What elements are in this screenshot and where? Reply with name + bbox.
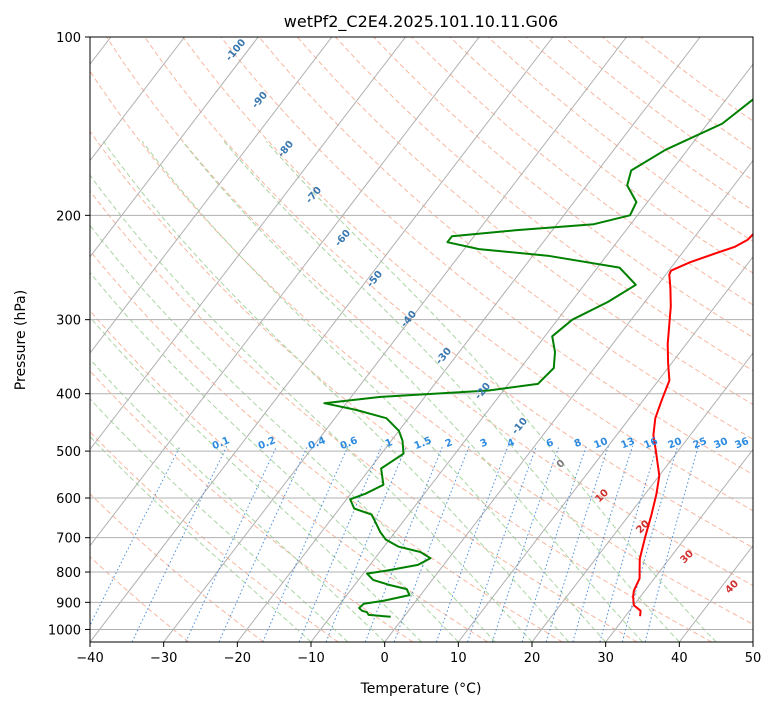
y-tick-label: 300 [56,314,81,329]
x-tick-label: 50 [745,651,762,666]
isotherm [163,37,627,642]
mixing-ratio-label: 1 [384,437,395,450]
dry-adiabat [90,556,190,642]
x-tick-label: −40 [76,651,103,666]
dewpoint-profile [323,98,753,618]
mixing-ratio-line [262,445,349,642]
dry-adiabat [90,70,753,625]
x-tick-label: 20 [524,651,541,666]
mixing-ratio-label: 10 [593,436,610,451]
x-tick-label: 0 [381,651,389,666]
mixing-ratio-label: 8 [573,437,584,450]
x-tick-label: −10 [297,651,324,666]
dry-adiabat [90,493,264,642]
y-tick-label: 900 [56,596,81,611]
plot-frame [89,36,754,643]
x-tick-label: 10 [450,651,467,666]
mixing-ratio-line [644,445,699,642]
mixing-ratio-line [599,445,658,642]
mixing-ratio-line [435,445,509,642]
chart-title: wetPf2_C2E4.2025.101.10.11.G06 [284,12,558,32]
background-lines [90,37,753,642]
dry-adiabat [90,309,488,642]
mixing-ratio-label: 4 [506,437,517,450]
y-tick-label: 400 [56,388,81,403]
mixing-ratio-line [131,445,228,642]
mixing-ratio-label: 16 [643,436,660,451]
y-tick-label: 1000 [48,623,81,638]
mixing-ratio-label: 36 [734,436,751,451]
isotherm [457,255,753,642]
dry-adiabat [411,37,753,306]
isotherm [605,448,753,642]
isotherm [90,37,185,162]
x-tick-label: 40 [671,651,688,666]
isotherm [90,37,406,451]
dry-adiabat [90,190,638,642]
isotherm [90,37,333,354]
isotherm [90,37,554,642]
mixing-ratio-label: 30 [713,436,730,451]
mixing-ratio-line [621,445,679,642]
mixing-ratio-label: 6 [545,437,556,450]
mixing-ratio-line [467,445,537,642]
x-axis-title: Temperature (°C) [360,681,482,697]
x-tick-label: −30 [150,651,177,666]
isotherm [90,37,480,547]
x-tick-label: −20 [224,651,251,666]
mixing-ratio-line [572,445,634,642]
mixing-ratio-line [545,445,609,642]
isotherm [90,37,259,258]
x-tick-label: 30 [597,651,614,666]
dry-adiabat [90,249,563,642]
mixing-ratio-label: 20 [667,436,684,451]
y-tick-label: 600 [56,492,81,507]
isotherm [384,159,753,642]
dry-adiabat [296,37,753,406]
mixing-ratio-line [491,445,560,642]
y-tick-label: 700 [56,532,81,547]
x-axis: −40 −30 −20 −10 0 10 20 30 40 50 [76,642,761,666]
data-series [323,98,753,618]
mixing-ratio-line [521,445,587,642]
mixing-ratio-label: 25 [692,436,709,451]
dry-adiabat [182,37,753,512]
y-axis: 100 200 300 400 500 600 700 800 900 1000 [48,31,90,638]
y-tick-label: 500 [56,445,81,460]
y-tick-label: 200 [56,209,81,224]
y-axis-title: Pressure (hPa) [13,290,29,390]
isotherm [531,352,753,642]
isotherm [236,37,701,642]
y-tick-label: 100 [56,31,81,46]
mixing-ratio-label: 2 [444,437,455,450]
dry-adiabat [106,37,753,587]
temperature-profile [632,232,753,617]
mixing-ratio-label: 13 [620,436,637,451]
mixing-ratio-label: 3 [479,437,490,450]
dry-adiabat [258,37,753,440]
mixing-ratio-line [90,445,181,627]
y-tick-label: 800 [56,566,81,581]
